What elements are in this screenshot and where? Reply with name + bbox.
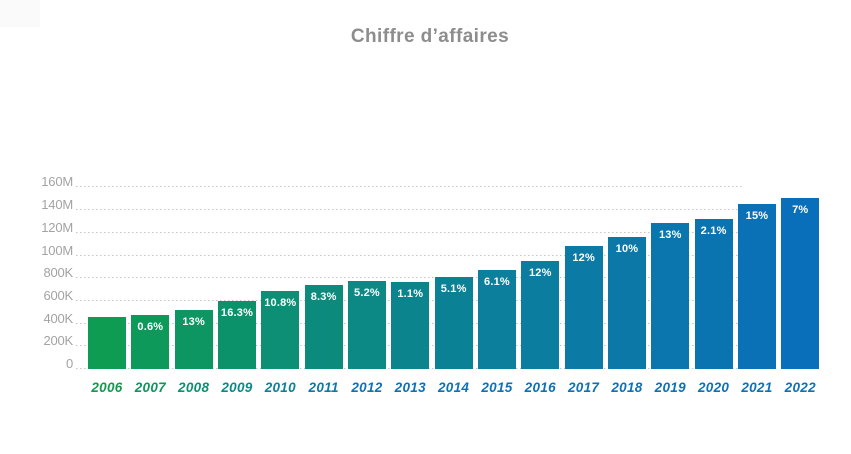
bar-2012: 5.2%: [347, 281, 386, 369]
bar-value-label-2020: 2.1%: [700, 225, 727, 238]
x-tick-label-2010: 2010: [264, 380, 296, 395]
x-tick-label-2006: 2006: [91, 380, 123, 395]
bar-value-label-2021: 15%: [745, 209, 769, 222]
x-tick-label-2014: 2014: [438, 380, 470, 395]
y-tick-label-600K: 600K: [43, 287, 73, 303]
bar-2017: 12%: [564, 246, 603, 369]
bar-2006: [88, 316, 126, 369]
x-tick-label-2022: 2022: [784, 380, 816, 395]
bar-value-label-2013: 1.1%: [397, 288, 424, 301]
gridline-100M: [76, 254, 743, 256]
bar-value-label-2010: 10.8%: [264, 297, 297, 310]
y-tick-label-120M: 120M: [41, 219, 73, 235]
bar-2009: 16.3%: [217, 301, 256, 369]
x-tick-label-2013: 2013: [394, 380, 426, 395]
x-tick-label-2011: 2011: [308, 380, 339, 395]
x-tick-label-2017: 2017: [568, 380, 600, 395]
x-tick-label-2021: 2021: [741, 380, 773, 395]
bar-value-label-2015: 6.1%: [484, 275, 510, 288]
bar-2020: 2.1%: [694, 219, 733, 369]
bar-2019: 13%: [651, 222, 690, 369]
gridline-120M: [76, 231, 743, 233]
y-tick-label-800K: 800K: [43, 265, 73, 281]
y-tick-label-100M: 100M: [41, 242, 73, 258]
y-tick-label-0: 0: [65, 356, 73, 371]
bar-value-label-2009: 16.3%: [220, 307, 254, 320]
bar-2014: 5.1%: [434, 277, 473, 369]
x-tick-label-2018: 2018: [611, 380, 643, 395]
bar-value-label-2011: 8.3%: [310, 291, 337, 303]
bar-value-label-2012: 5.2%: [354, 287, 380, 300]
bar-value-label-2007: 0.6%: [137, 320, 164, 333]
gridline-160M: [76, 186, 743, 188]
x-tick-label-2007: 2007: [134, 380, 166, 395]
bar-value-label-2019: 13%: [658, 228, 682, 241]
bar-2011: 8.3%: [304, 285, 343, 369]
bar-2007: 0.6%: [131, 314, 170, 369]
gridline-140M: [76, 209, 743, 211]
chart-title: Chiffre d’affaires: [350, 26, 510, 47]
bar-2016: 12%: [521, 260, 560, 369]
x-tick-label-2019: 2019: [654, 380, 686, 395]
y-tick-label-140M: 140M: [41, 197, 73, 213]
x-tick-label-2020: 2020: [697, 380, 730, 395]
x-tick-label-2012: 2012: [351, 380, 383, 395]
gridline-800K: [76, 277, 743, 279]
bar-2013: 1.1%: [391, 282, 430, 369]
bar-2018: 10%: [607, 236, 646, 369]
bar-value-label-2022: 7%: [792, 204, 809, 217]
bar-value-label-2017: 12%: [572, 252, 595, 265]
bar-2022: 7%: [781, 198, 820, 369]
corner-decoration: [0, 0, 40, 27]
x-tick-label-2009: 2009: [221, 380, 253, 395]
bar-value-label-2008: 13%: [182, 315, 205, 328]
x-tick-label-2016: 2016: [524, 380, 556, 395]
y-tick-label-400K: 400K: [43, 310, 73, 326]
bar-value-label-2018: 10%: [615, 242, 639, 255]
x-tick-label-2015: 2015: [481, 380, 513, 395]
bar-2008: 13%: [174, 309, 213, 369]
y-tick-label-200K: 200K: [43, 333, 73, 349]
x-tick-label-2008: 2008: [178, 380, 210, 395]
bar-2021: 15%: [737, 203, 776, 369]
bar-value-label-2014: 5.1%: [440, 283, 467, 296]
y-tick-label-160M: 160M: [41, 174, 73, 190]
bar-value-label-2016: 12%: [528, 266, 552, 279]
bar-2010: 10.8%: [261, 291, 300, 369]
bar-2015: 6.1%: [477, 269, 516, 369]
